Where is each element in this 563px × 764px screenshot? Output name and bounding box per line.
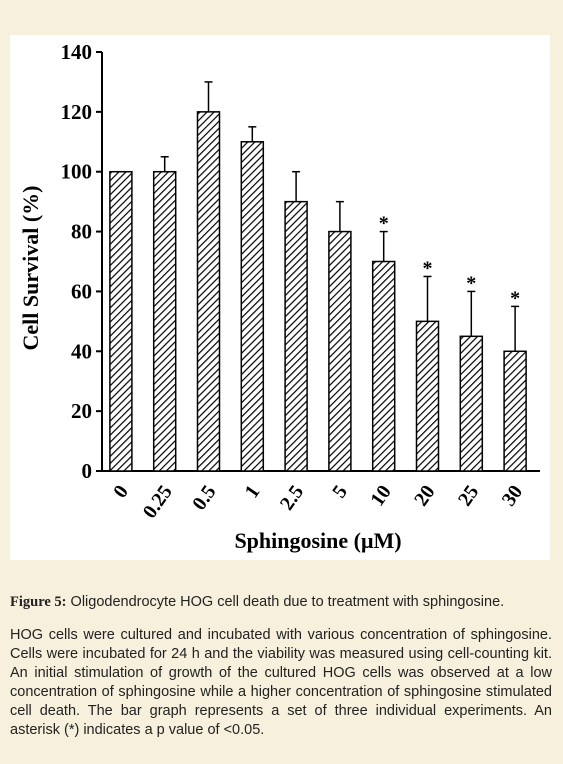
caption-title: Figure 5: Oligodendrocyte HOG cell death… (10, 594, 555, 611)
y-tick-label: 20 (71, 399, 92, 423)
bar (196, 111, 221, 472)
caption-label: Figure 5: (10, 594, 67, 610)
bar (152, 170, 177, 472)
significance-marker: * (423, 257, 433, 279)
bar (109, 170, 133, 472)
chart-panel (10, 35, 550, 560)
y-tick-label: 80 (71, 220, 92, 244)
x-axis-label: Sphingosine (μM) (234, 528, 401, 553)
chart: Cell Survival (%) Sphingosine (μM) 0 20 40… (10, 35, 550, 560)
bar (503, 350, 527, 472)
bar (284, 200, 308, 472)
significance-marker: * (466, 272, 476, 294)
y-tick-label: 0 (82, 459, 93, 483)
significance-marker: * (379, 213, 389, 235)
y-tick-label: 100 (61, 160, 93, 184)
significance-marker: * (510, 287, 520, 309)
bar (371, 260, 396, 472)
caption-text: HOG cells were cultured and incubated wi… (10, 627, 552, 738)
y-tick-label: 120 (61, 100, 93, 124)
bar (328, 230, 352, 472)
y-tick-label: 40 (71, 339, 92, 363)
bar (240, 141, 265, 472)
caption-title-text: Oligodendrocyte HOG cell death due to tr… (70, 594, 505, 610)
y-axis-label: Cell Survival (%) (18, 186, 43, 351)
bar (415, 320, 440, 472)
bar (459, 335, 484, 472)
y-tick-label: 140 (61, 40, 93, 64)
y-tick-label: 60 (71, 279, 92, 303)
